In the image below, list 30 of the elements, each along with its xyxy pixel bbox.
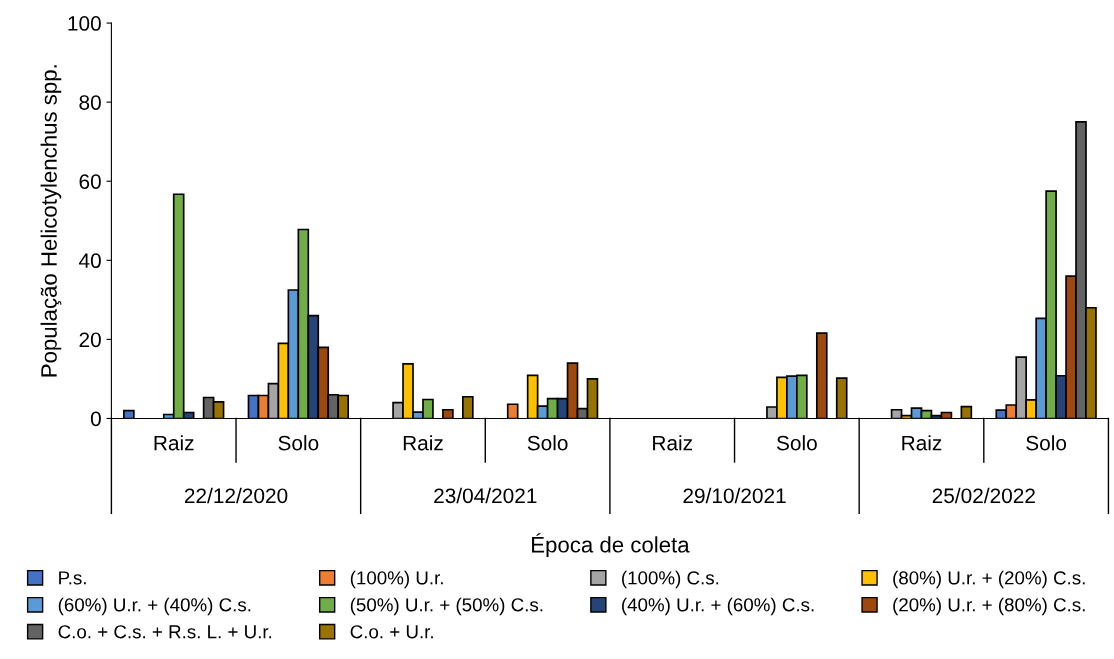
x-tick-label: Solo <box>278 435 319 451</box>
text: 29/10/2021 <box>683 487 786 504</box>
x-axis-title: Época de coleta <box>532 533 690 558</box>
y-tick-label: 40 <box>78 253 101 269</box>
legend-label: C.o. + C.s. + R.s. L. + U.r. <box>58 625 272 639</box>
y-tick-label: 80 <box>79 95 101 110</box>
x-tick-label: Raiz <box>902 435 942 451</box>
legend-label: C.o. + U.r. <box>350 625 433 639</box>
legend-label: (50%) U.r. + (50%) C.s. <box>350 597 543 616</box>
y-tick-label: 0 <box>90 411 101 427</box>
text: 25/02/2022 <box>932 487 1035 504</box>
legend-label: (40%) U.r. + (60%) C.s. <box>622 597 814 616</box>
x-tick-label: Solo <box>527 435 568 451</box>
legend-label: (100%) C.s. <box>622 570 719 589</box>
y-tick-label: 20 <box>79 332 101 348</box>
legend-label: (100%) U.r. <box>350 570 443 589</box>
y-tick-label: 100 <box>68 16 101 31</box>
x-tick-label: Raiz <box>154 435 194 451</box>
x-tick-label: Solo <box>1026 435 1067 451</box>
text: 22/12/2020 <box>184 487 288 504</box>
x-tick-label: Raiz <box>403 435 443 451</box>
x-tick-label: Solo <box>776 435 817 451</box>
legend-label: P.s. <box>59 571 86 585</box>
legend-label: (20%) U.r. + (80%) C.s. <box>893 597 1085 616</box>
text: 23/04/2021 <box>434 487 537 504</box>
y-tick-label: 60 <box>79 174 101 189</box>
legend-label: (60%) U.r. + (40%) C.s. <box>58 597 251 616</box>
legend-label: (80%) U.r. + (20%) C.s. <box>893 570 1085 589</box>
x-tick-label: Raiz <box>653 435 693 451</box>
y-axis-title: População Helicotylenchus spp. <box>40 65 62 377</box>
